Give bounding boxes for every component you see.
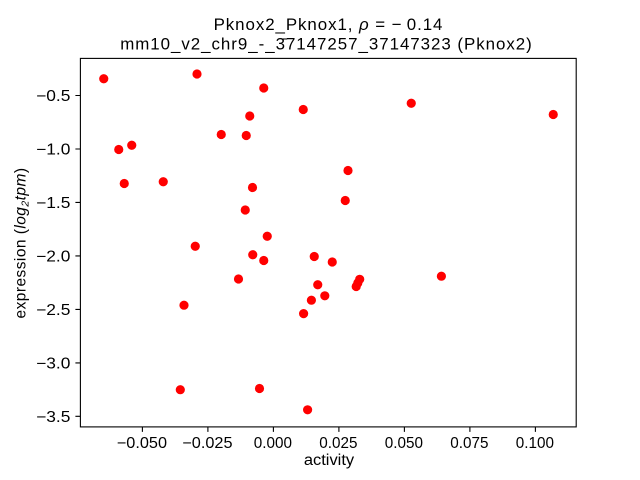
svg-text:−2.0: −2.0 xyxy=(36,248,71,265)
svg-text:−0.025: −0.025 xyxy=(182,435,232,452)
svg-text:0.100: 0.100 xyxy=(516,435,555,452)
svg-text:−0.5: −0.5 xyxy=(36,88,70,105)
svg-text:0.000: 0.000 xyxy=(254,435,293,452)
svg-text:0.025: 0.025 xyxy=(319,435,357,452)
svg-text:−0.050: −0.050 xyxy=(117,435,168,452)
svg-text:−1.0: −1.0 xyxy=(36,142,71,159)
svg-text:mm10_v2_chr9_-_3̄7147257_37147: mm10_v2_chr9_-_3̄7147257_37147323 (Pknox… xyxy=(120,34,533,53)
svg-text:0.075: 0.075 xyxy=(450,435,488,452)
svg-text:Pknox2_Pknox1, ρ = − 0.14: Pknox2_Pknox1, ρ = − 0.14 xyxy=(214,15,444,34)
svg-text:activity: activity xyxy=(304,452,355,469)
svg-text:−3.5: −3.5 xyxy=(36,409,70,426)
svg-text:−1.5: −1.5 xyxy=(36,195,70,212)
svg-text:expression (log2tpm): expression (log2tpm) xyxy=(13,168,32,319)
svg-text:0.050: 0.050 xyxy=(385,435,424,452)
svg-text:−2.5: −2.5 xyxy=(36,302,70,319)
svg-text:−3.0: −3.0 xyxy=(36,355,71,372)
